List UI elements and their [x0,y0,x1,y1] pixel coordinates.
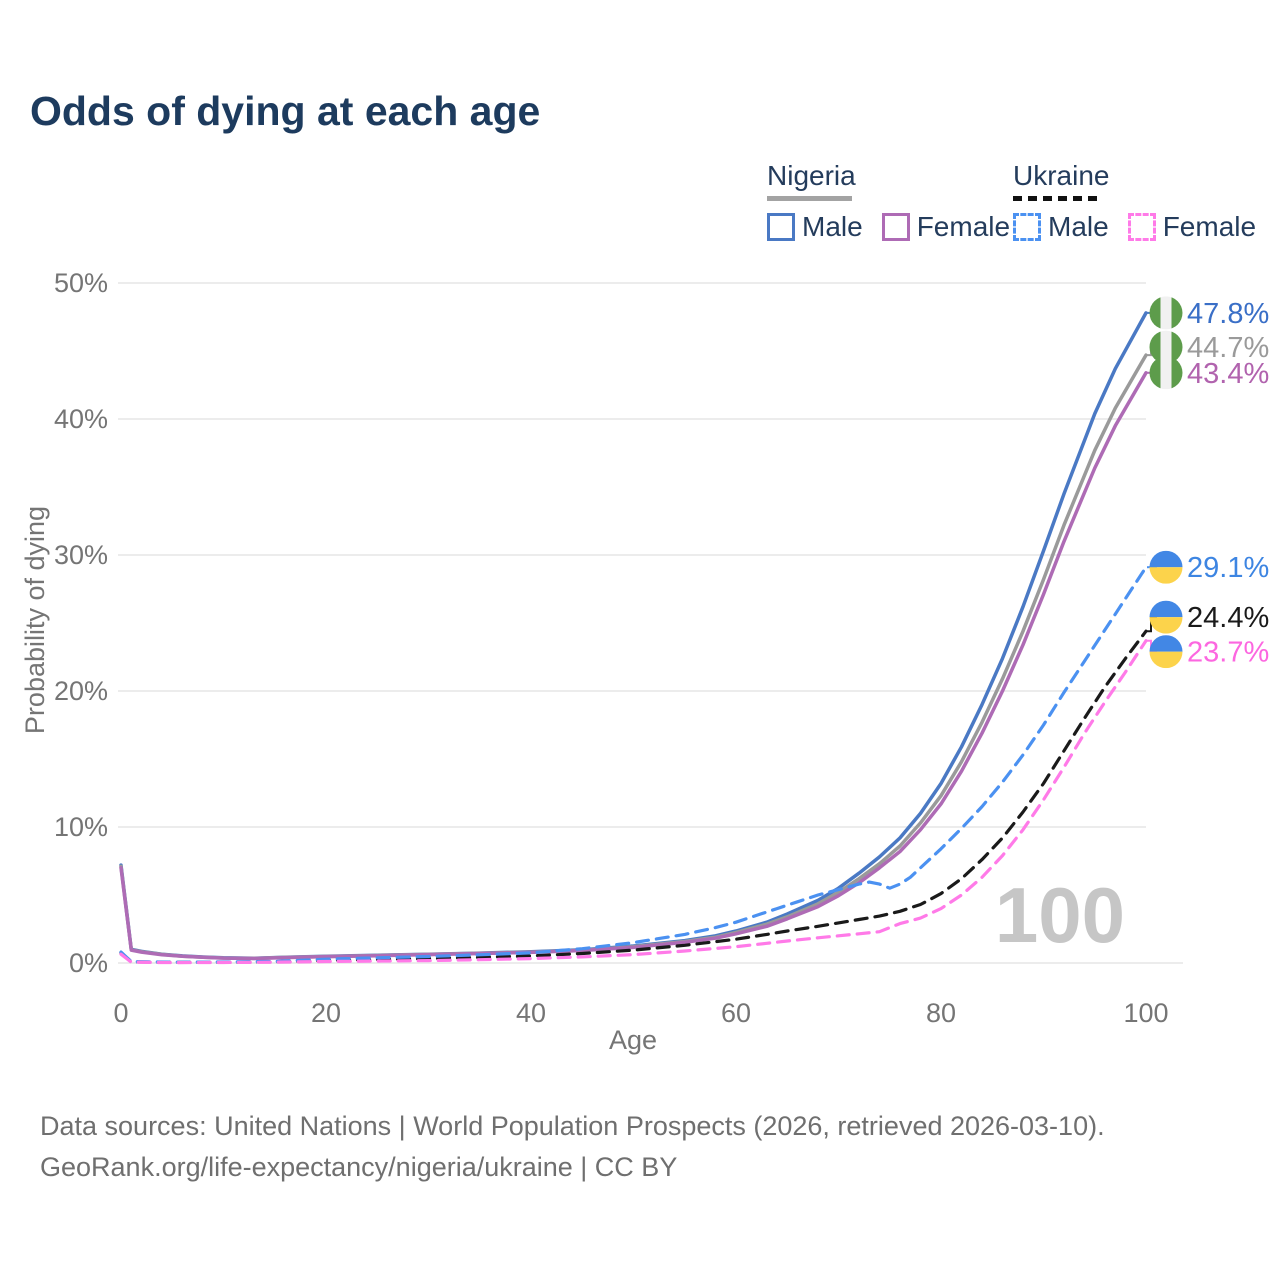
nigeria-flag-icon [1149,296,1183,330]
legend-group-ukraine: Ukraine Male Female [1013,160,1275,243]
legend-label: Female [916,211,1011,242]
attribution-line: GeoRank.org/life-expectancy/nigeria/ukra… [40,1152,678,1182]
x-tick-label: 100 [1123,998,1168,1028]
end-value-label-ng-both: 44.7% [1187,332,1269,364]
legend-item-ukraine-male[interactable]: Male [1013,211,1109,243]
series-line-ua-male[interactable] [119,565,1148,964]
nigeria-male-swatch [767,213,795,241]
series-line-ua-female[interactable] [119,639,1148,965]
x-tick-label: 20 [311,998,341,1028]
x-tick-label: 40 [516,998,546,1028]
chart-footer: Data sources: United Nations | World Pop… [40,1106,1105,1188]
nigeria-flag-icon [1149,330,1183,364]
x-axis-title: Age [609,1025,657,1055]
ukraine-male-swatch [1013,213,1041,241]
legend-label: Female [1162,211,1257,242]
legend-label: Male [1048,211,1109,242]
series-line-ng-male[interactable] [119,311,1148,960]
legend-item-nigeria-male[interactable]: Male [767,211,863,243]
nigeria-flag-icon [1149,356,1183,390]
y-tick-label: 20% [54,676,108,706]
y-tick-label: 30% [54,540,108,570]
series-line-ng-female[interactable] [119,371,1148,961]
y-tick-label: 50% [54,268,108,298]
series-line-ng-both[interactable] [119,353,1148,961]
ukraine-female-swatch [1127,213,1156,241]
ukraine-line-style-swatch [1013,196,1101,201]
nigeria-line-style-swatch [767,196,852,201]
y-tick-label: 10% [54,812,108,842]
legend-country-nigeria[interactable]: Nigeria [767,160,856,191]
end-value-label-ng-female: 43.4% [1187,358,1269,390]
ukraine-flag-icon [1149,550,1183,584]
x-tick-label: 60 [721,998,751,1028]
data-source-line: Data sources: United Nations | World Pop… [40,1111,1105,1141]
x-tick-label: 80 [926,998,956,1028]
ukraine-flag-icon [1149,635,1183,669]
page-title: Odds of dying at each age [30,88,541,134]
end-value-label-ua-female: 23.7% [1187,637,1269,669]
age-watermark: 100 [995,871,1125,959]
end-value-label-ng-male: 47.8% [1187,298,1269,330]
legend-group-nigeria: Nigeria Male Female [767,160,1029,243]
legend-country-ukraine[interactable]: Ukraine [1013,160,1110,191]
y-tick-label: 0% [69,948,108,978]
legend-label: Male [802,211,863,242]
y-axis-title: Probability of dying [20,506,50,734]
legend-item-nigeria-female[interactable]: Female [881,211,1011,243]
y-tick-label: 40% [54,404,108,434]
end-value-label-ua-male: 29.1% [1187,552,1269,584]
nigeria-female-swatch [881,213,910,241]
x-tick-label: 0 [113,998,128,1028]
legend-item-ukraine-female[interactable]: Female [1127,211,1257,243]
ukraine-flag-icon [1149,600,1183,634]
end-value-label-ua-both: 24.4% [1187,602,1269,634]
